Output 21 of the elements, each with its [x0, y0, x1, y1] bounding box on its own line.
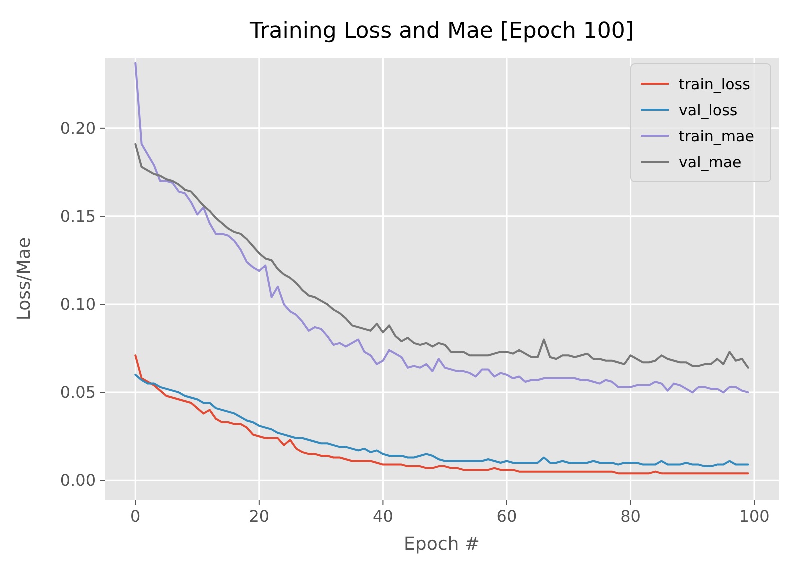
- x-tick-label: 0: [130, 507, 141, 526]
- legend-label: val_loss: [679, 101, 738, 120]
- legend-label: val_mae: [679, 153, 742, 172]
- legend-label: train_loss: [679, 75, 751, 94]
- y-axis-title: Loss/Mae: [14, 237, 35, 321]
- y-tick-label: 0.15: [60, 207, 96, 226]
- line-series: [134, 354, 750, 475]
- y-tick-label: 0.20: [60, 119, 96, 138]
- line-series: [134, 143, 750, 369]
- x-axis-title: Epoch #: [404, 534, 480, 555]
- line-series: [134, 374, 750, 468]
- x-tick-label: 80: [620, 507, 641, 526]
- x-tick-label: 40: [373, 507, 394, 526]
- y-tick-label: 0.10: [60, 295, 96, 314]
- chart-title: Training Loss and Mae [Epoch 100]: [249, 19, 634, 44]
- x-tick-label: 60: [496, 507, 518, 526]
- x-tick-label: 100: [739, 507, 770, 526]
- x-tick-label: 20: [249, 507, 270, 526]
- y-tick-label: 0.00: [60, 471, 96, 490]
- legend-label: train_mae: [679, 127, 754, 146]
- y-tick-label: 0.05: [60, 383, 96, 402]
